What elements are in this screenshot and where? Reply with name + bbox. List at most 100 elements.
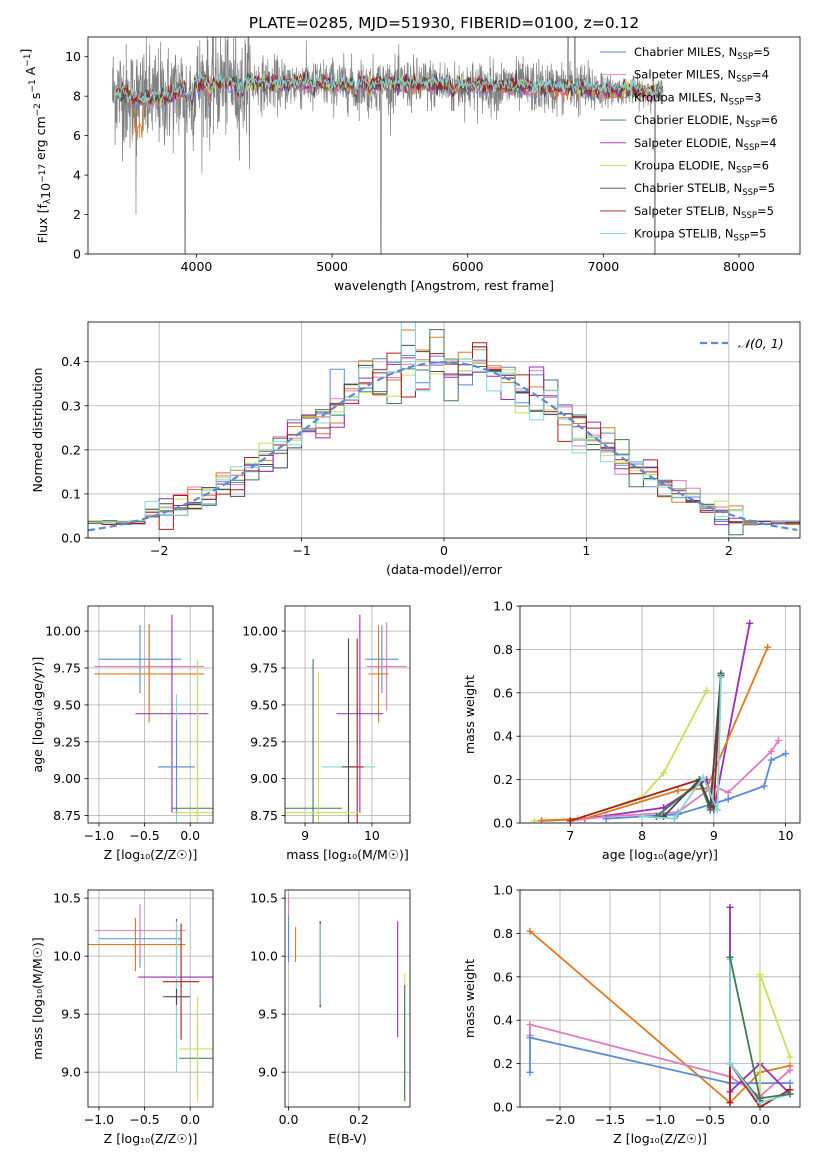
legend-subscript: SSP xyxy=(734,234,750,244)
axes-frame xyxy=(519,605,801,824)
y-tick-label: 10.0 xyxy=(53,949,81,964)
x-tick-label: −1.0 xyxy=(84,828,114,843)
y-tick-label: 9.75 xyxy=(250,661,278,676)
legend-subscript: SSP xyxy=(745,120,761,130)
y-tick-label: 0.8 xyxy=(493,926,513,941)
series-kroupa-elodie xyxy=(534,690,708,822)
legend-subscript: SSP xyxy=(742,188,758,198)
y-axis-label-part: −1 xyxy=(28,79,38,92)
x-tick-label: 0 xyxy=(440,543,448,558)
legend-value: =3 xyxy=(744,90,761,104)
y-tick-label: 0.2 xyxy=(61,442,81,457)
marker-chabrier-miles xyxy=(767,756,775,764)
y-tick-label: 0.3 xyxy=(61,398,81,413)
y-tick-label: 2 xyxy=(73,207,81,222)
y-tick-label: 0.0 xyxy=(493,816,513,831)
y-axis-label-part: A xyxy=(23,66,38,79)
histogram-kroupa-elodie xyxy=(88,347,800,525)
x-tick-label: 1 xyxy=(582,543,590,558)
x-tick-label: −2 xyxy=(150,543,168,558)
y-tick-label: 1.0 xyxy=(493,599,513,614)
x-tick-label: −0.5 xyxy=(129,828,159,843)
axes-frame xyxy=(87,36,801,255)
axes-frame xyxy=(87,605,214,824)
axes-frame xyxy=(87,889,214,1108)
y-axis-label-part: −1 xyxy=(23,54,33,67)
y-tick-label: 9.00 xyxy=(250,771,278,786)
x-tick-label: 0.0 xyxy=(279,1112,299,1127)
marker-kroupa-miles xyxy=(538,817,546,823)
legend-subscript: SSP xyxy=(729,97,745,107)
legend-text: Salpeter STELIB, N xyxy=(634,204,741,218)
marker-chabrier-miles xyxy=(782,750,790,758)
legend-text: Kroupa STELIB, N xyxy=(634,227,734,241)
x-tick-label: −1.0 xyxy=(84,1112,114,1127)
x-tick-label: −1.5 xyxy=(595,1112,625,1127)
y-tick-label: 10.00 xyxy=(45,624,81,639)
marker-chabrier-elodie xyxy=(726,953,734,961)
x-tick-label: 7000 xyxy=(587,259,619,274)
mass-vs-metallicity-panel: −1.0 −0.5 0.0 9.0 9.5 10.0 10.5 Z [log₁₀(Z/Z☉)]… xyxy=(30,889,214,1146)
marker-salpeter-elodie xyxy=(726,903,734,911)
marker-kroupa-stelib xyxy=(670,815,678,823)
grid-lines xyxy=(520,605,800,824)
legend-label-kroupa-stelib: Kroupa STELIB, NSSP=5 xyxy=(634,227,766,244)
plot-area xyxy=(285,614,407,823)
legend-text: Chabrier MILES, N xyxy=(634,45,737,59)
legend-text: Salpeter ELODIE, N xyxy=(634,136,744,150)
y-tick-label: 10.0 xyxy=(250,949,278,964)
y-tick-label: 9.0 xyxy=(61,1065,81,1080)
y-axis-label-part: s xyxy=(28,93,43,104)
marker-chabrier-miles xyxy=(526,1034,534,1042)
mass-vs-extinction-panel: 0.0 0.2 9.0 9.5 10.0 10.5 E(B-V) xyxy=(250,889,411,1146)
x-tick-label: 4000 xyxy=(181,259,213,274)
marker-chabrier-elodie xyxy=(786,1090,794,1098)
y-axis-label-part: Flux [f xyxy=(35,204,50,244)
figure-title: PLATE=0285, MJD=51930, FIBERID=0100, z=0… xyxy=(249,14,639,32)
axes-frame xyxy=(284,889,411,1108)
y-tick-label: 0.2 xyxy=(493,1056,513,1071)
marker-chabrier-miles xyxy=(760,782,768,790)
marker-kroupa-stelib xyxy=(638,812,646,820)
y-axis-label: Normed distribution xyxy=(30,368,45,493)
plot-area xyxy=(88,903,213,1102)
y-axis-label-part: −17 xyxy=(38,164,48,183)
y-tick-label: 9.50 xyxy=(53,697,81,712)
legend-text: Chabrier STELIB, N xyxy=(634,181,742,195)
marker-chabrier-miles xyxy=(526,1068,534,1076)
x-tick-label: 6000 xyxy=(452,259,484,274)
legend-label-chabrier-miles: Chabrier MILES, NSSP=5 xyxy=(634,45,770,62)
plot-area xyxy=(287,894,406,1102)
x-tick-label: 9 xyxy=(301,828,309,843)
legend-label-kroupa-elodie: Kroupa ELODIE, NSSP=6 xyxy=(634,159,769,176)
legend-subscript: SSP xyxy=(737,52,753,62)
marker-chabrier-miles xyxy=(724,795,732,803)
model-spectrum-kroupa-stelib xyxy=(114,72,661,107)
y-axis-label-part: λ xyxy=(43,198,53,204)
marker-salpeter-miles xyxy=(786,1066,794,1074)
y-tick-label: 0.0 xyxy=(493,1100,513,1115)
series-kroupa-stelib xyxy=(729,959,791,1104)
x-tick-label: 9 xyxy=(710,828,718,843)
legend-value: =5 xyxy=(758,181,775,195)
x-tick-label: −0.5 xyxy=(129,1112,159,1127)
legend-text: Kroupa MILES, N xyxy=(634,90,729,104)
y-tick-label: 0.4 xyxy=(493,1013,513,1028)
legend-value: =4 xyxy=(752,68,769,82)
grid-lines xyxy=(88,606,213,823)
x-tick-label: 7 xyxy=(566,828,574,843)
y-axis-label-part: ] xyxy=(18,49,33,54)
legend-subscript: SSP xyxy=(741,211,757,221)
legend-subscript: SSP xyxy=(744,143,760,153)
y-axis-label-part: erg cm xyxy=(33,116,48,164)
y-tick-label: 0.6 xyxy=(493,969,513,984)
legend-text: Kroupa ELODIE, N xyxy=(634,159,736,173)
y-tick-label: 9.0 xyxy=(258,1065,278,1080)
y-axis-label: age [log₁₀(age/yr)] xyxy=(30,657,45,773)
x-axis-label: Z [log₁₀(Z/Z☉)] xyxy=(613,1131,707,1146)
axes-frame xyxy=(519,889,801,1108)
marker-salpeter-miles xyxy=(724,789,732,797)
y-tick-label: 0 xyxy=(73,247,81,262)
y-axis-label-part: 10 xyxy=(38,183,53,199)
marker-kroupa-miles xyxy=(764,643,772,651)
